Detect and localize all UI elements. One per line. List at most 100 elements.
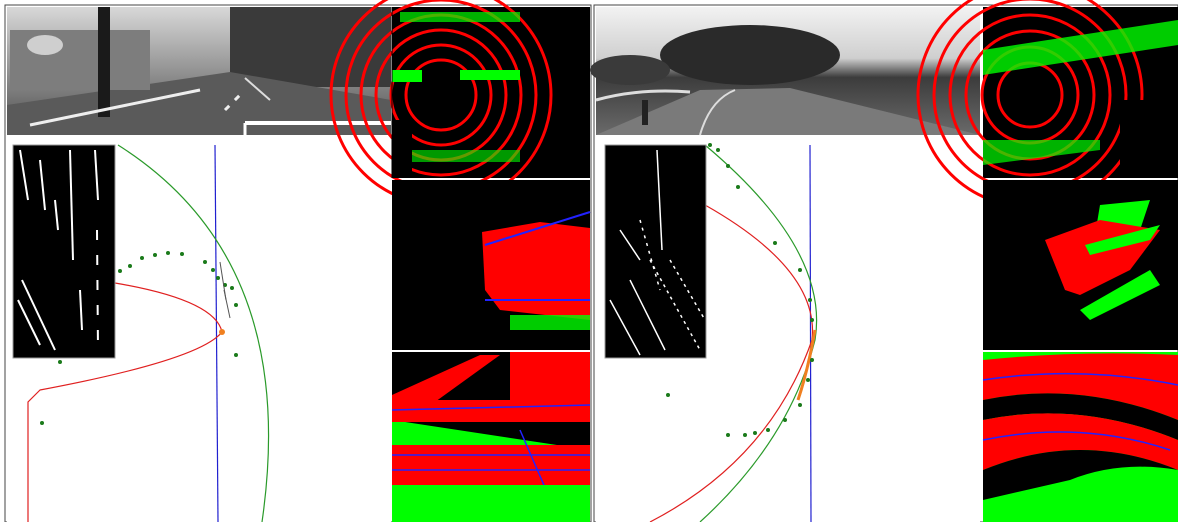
circle-shape (216, 276, 220, 280)
inset-image (604, 144, 707, 359)
line-shape (809, 144, 812, 522)
polygon-shape (596, 88, 980, 135)
path-shape (982, 431, 1171, 451)
rect-shape (1120, 100, 1178, 178)
circle-shape (203, 260, 207, 264)
circle-shape (230, 286, 234, 290)
lidar-view (916, 0, 1178, 209)
polygon-shape (1085, 225, 1160, 255)
rect-shape (400, 12, 520, 22)
polygon-shape (510, 352, 590, 420)
line-shape (96, 229, 99, 351)
line-shape (609, 299, 641, 356)
line-shape (54, 199, 59, 231)
occupancy-view (392, 180, 591, 350)
line-shape (223, 93, 242, 112)
path-shape (982, 372, 1178, 386)
rect-shape (400, 150, 520, 162)
circle-shape (140, 256, 144, 260)
polygon-shape (7, 72, 391, 135)
polygon-shape (983, 20, 1178, 75)
left-panel (4, 0, 592, 522)
path-shape (699, 144, 818, 522)
circle-shape (798, 403, 802, 407)
circle-shape (766, 428, 770, 432)
circle-shape (40, 421, 44, 425)
path-shape (595, 89, 691, 102)
circle-shape (234, 303, 238, 307)
circle-shape (211, 268, 215, 272)
circle-shape (810, 358, 814, 362)
path-shape (983, 413, 1178, 470)
ellipse-shape (590, 55, 670, 85)
occupancy-view (983, 180, 1178, 350)
circle-shape (736, 185, 740, 189)
line-shape (484, 211, 591, 246)
polygon-shape (983, 140, 1100, 165)
circle-shape (798, 268, 802, 272)
circle-shape (783, 418, 787, 422)
circle-shape (806, 378, 810, 382)
circle-shape (666, 393, 670, 397)
rect-shape (460, 70, 520, 80)
line-shape (17, 299, 41, 346)
circle-shape (153, 253, 157, 257)
circle-shape (808, 298, 812, 302)
line-shape (619, 229, 641, 261)
line-shape (649, 259, 701, 351)
points (666, 143, 814, 437)
circle-shape (118, 269, 122, 273)
ellipse-shape (660, 25, 840, 85)
circle-shape (58, 360, 62, 364)
right-panel (590, 0, 1178, 522)
g-shape (219, 261, 231, 319)
polygon-shape (482, 222, 590, 320)
g-shape (391, 404, 591, 522)
line-shape (39, 159, 46, 211)
path-shape (796, 329, 817, 401)
camera-image (7, 7, 391, 135)
rect-shape (642, 100, 648, 125)
circle-shape (708, 143, 712, 147)
path-shape (983, 353, 1178, 420)
circle-shape (743, 433, 747, 437)
circle-shape (726, 164, 730, 168)
circle-shape (716, 148, 720, 152)
circle-shape (773, 241, 777, 245)
circle-shape (234, 353, 238, 357)
circle-shape (128, 264, 132, 268)
line-shape (391, 404, 591, 411)
rect-shape (604, 144, 707, 359)
line-shape (223, 289, 231, 319)
road-view (391, 352, 591, 522)
line-shape (29, 88, 201, 127)
circle-shape (389, 43, 493, 147)
path-shape (27, 282, 223, 522)
path-shape (699, 89, 736, 136)
g-shape (17, 149, 99, 351)
ellipse-shape (27, 35, 63, 55)
points (40, 251, 238, 425)
path-shape (649, 204, 814, 522)
rect-shape (392, 485, 590, 522)
line-shape (94, 149, 99, 201)
line-shape (69, 149, 74, 261)
line-shape (79, 289, 83, 331)
circle-shape (421, 75, 461, 115)
path-shape (983, 393, 1178, 440)
circle-shape (166, 251, 170, 255)
line-shape (656, 149, 663, 251)
inset-image (12, 144, 116, 359)
rect-shape (230, 7, 391, 87)
circle-shape (810, 318, 814, 322)
line-shape (244, 77, 271, 101)
rect-shape (392, 120, 412, 178)
polygon-shape (1080, 270, 1160, 320)
road-view (982, 352, 1178, 522)
rect-shape (392, 70, 422, 82)
circle-shape (948, 13, 1112, 177)
line-shape (669, 259, 706, 321)
camera-image (590, 7, 980, 136)
circle-shape (404, 58, 478, 132)
